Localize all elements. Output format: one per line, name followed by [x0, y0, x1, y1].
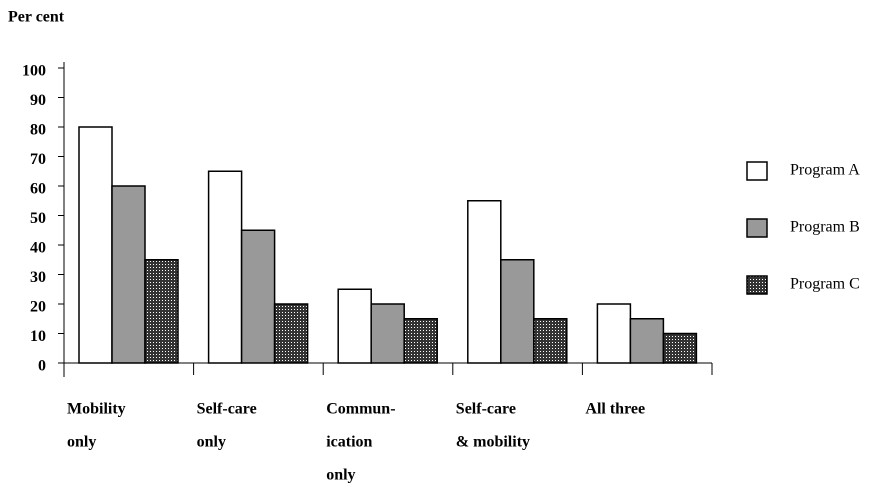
y-tick-label: 80: [30, 122, 46, 139]
legend-label: Program A: [790, 162, 860, 179]
x-tick-label: All three: [585, 401, 645, 418]
legend-swatch: [746, 218, 768, 238]
bar: [78, 126, 113, 364]
y-tick-label: 100: [22, 63, 46, 80]
bar: [207, 170, 243, 364]
bar: [629, 318, 665, 364]
bar: [467, 200, 502, 364]
y-tick-label: 40: [30, 240, 46, 257]
bar: [403, 318, 438, 364]
legend-label: Program C: [790, 276, 860, 293]
bar: [533, 318, 568, 364]
x-tick-label: only: [326, 467, 355, 484]
legend-label: Program B: [790, 219, 860, 236]
x-tick-label: Mobility: [67, 401, 126, 418]
x-tick-label: only: [67, 434, 96, 451]
legend-swatch: [746, 161, 768, 181]
bar: [273, 303, 309, 364]
y-tick-label: 90: [30, 92, 46, 109]
bar: [337, 288, 372, 364]
x-tick-label: ication: [326, 434, 372, 451]
x-tick-label: Self-care: [197, 401, 257, 418]
y-tick-label: 60: [30, 181, 46, 198]
y-tick-label: 30: [30, 269, 46, 286]
bar: [662, 332, 698, 364]
y-tick-label: 0: [38, 358, 46, 375]
y-tick-label: 10: [30, 328, 46, 345]
bar: [240, 229, 276, 364]
bar: [144, 259, 179, 364]
x-tick-label: only: [197, 434, 226, 451]
bar: [370, 303, 405, 364]
y-tick-label: 20: [30, 299, 46, 316]
bar: [111, 185, 146, 364]
y-axis-label: Per cent: [8, 9, 65, 26]
y-tick-label: 70: [30, 151, 46, 168]
x-tick-label: Self-care: [456, 401, 516, 418]
bar: [596, 303, 632, 364]
legend-swatch: [746, 275, 768, 295]
bar: [500, 259, 535, 364]
x-tick-label: & mobility: [456, 434, 530, 451]
x-tick-label: Commun-: [326, 401, 395, 418]
y-tick-label: 50: [30, 210, 46, 227]
